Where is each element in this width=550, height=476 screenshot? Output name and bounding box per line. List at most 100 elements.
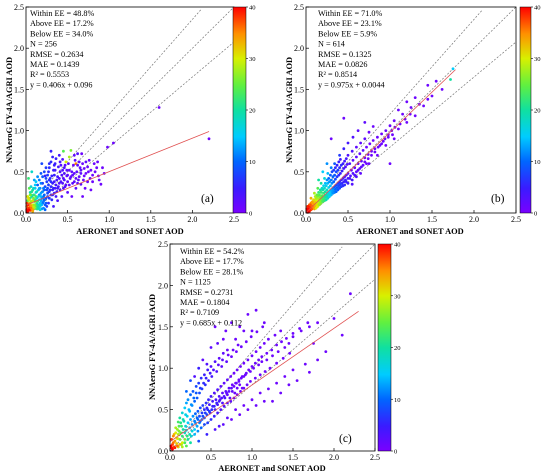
panel-c-point	[201, 404, 205, 407]
panel-c-point	[349, 292, 352, 296]
panel-c-point	[195, 424, 199, 428]
panel-c-point	[217, 395, 221, 398]
panel-b-point	[376, 145, 380, 149]
panel-c-point	[209, 395, 213, 398]
panel-c-point	[235, 381, 238, 385]
panel-a-point	[95, 166, 99, 170]
panel-b-point	[349, 174, 352, 178]
panel-a-point	[75, 170, 79, 174]
panel-c-point	[213, 325, 217, 329]
panel-a-point	[83, 186, 87, 190]
panel-a-colorbar-tick-label: 30	[249, 56, 256, 63]
panel-b-y-tick-label: 1.0	[294, 127, 304, 136]
panel-b-point	[401, 112, 404, 116]
panel-a-point	[87, 158, 91, 162]
panel-c-point	[186, 421, 190, 425]
panel-c-point	[285, 337, 288, 340]
panel-c-y-tick-label: 1.5	[158, 323, 168, 332]
panel-b-point	[309, 196, 313, 200]
panel-a-point	[82, 178, 85, 182]
panel-c-point	[220, 396, 224, 400]
panel-c-ee-upper-line	[169, 246, 343, 448]
panel-b-regression-line	[305, 69, 456, 213]
panel-b-point	[323, 177, 326, 180]
panel-b-x-tick-label: 2.0	[469, 215, 479, 224]
panel-a-point	[72, 153, 76, 157]
panel-a-point	[96, 160, 99, 164]
panel-c-point	[179, 421, 183, 425]
panel-a-point	[67, 183, 71, 187]
panel-c-point	[187, 408, 191, 411]
panel-a-point	[84, 160, 88, 164]
panel-a-point	[70, 170, 74, 174]
panel-c-point	[204, 401, 208, 405]
panel-c: 0.0 0.5 1.0 1.5 2.0 2.5 0.0 0.5 1.0 1.5 2.0 2.5 Wi…	[148, 240, 401, 473]
panel-b-colorbar: 0 10 20 30 40	[519, 5, 541, 218]
panel-a-point	[62, 186, 65, 190]
panel-c-point	[180, 424, 183, 428]
panel-b-stat-line: N = 614	[318, 40, 345, 49]
panel-b-point	[426, 97, 430, 101]
panel-a-point	[47, 190, 51, 194]
panel-c-point	[267, 387, 270, 391]
panel-c-point	[291, 368, 295, 372]
panel-a-point	[99, 182, 103, 186]
panel-c-point	[185, 390, 188, 393]
panel-b-point	[355, 145, 358, 149]
panel-c-point	[229, 375, 233, 378]
panel-c-x-tick-label: 1.5	[288, 453, 298, 462]
panel-c-point	[234, 408, 238, 411]
panel-c-point	[316, 358, 319, 362]
panel-c-point	[216, 342, 220, 345]
panel-b-point	[334, 166, 337, 170]
panel-c-x-tick-label: 1.0	[247, 453, 257, 462]
panel-a-colorbar-tick-label: 10	[249, 159, 256, 166]
panel-a-colorbar-bar	[232, 6, 247, 214]
panel-c-point	[242, 361, 246, 365]
panel-c-point	[242, 329, 246, 333]
panel-c-point	[210, 375, 214, 378]
panel-c-point	[185, 401, 188, 405]
panel-a-point	[50, 198, 54, 202]
panel-a-x-tick-label: 2.5	[229, 215, 239, 224]
panel-a-point	[66, 180, 69, 184]
panel-a-point	[67, 168, 71, 172]
panel-a-point	[79, 168, 83, 172]
panel-a-point	[60, 195, 64, 198]
panel-c-y-tick-label: 0.0	[158, 447, 168, 456]
panel-a-y-tick-label: 0.0	[14, 209, 24, 218]
panel-c-point	[178, 438, 182, 441]
panel-c-point	[249, 335, 253, 339]
panel-c-colorbar: 0 10 20 30 40	[377, 242, 401, 456]
panel-b-y-tick-label: 0.0	[294, 209, 304, 218]
panel-b-point	[310, 200, 314, 204]
panel-c-point	[181, 428, 185, 431]
panel-c-point	[198, 406, 202, 410]
panel-b-one-to-one-line	[305, 6, 517, 214]
panel-b-point	[363, 160, 367, 164]
panel-c-point	[238, 325, 242, 329]
panel-c-point	[198, 386, 202, 390]
panel-a-point	[42, 186, 45, 190]
panel-c-point	[220, 365, 224, 368]
panel-c-point	[194, 385, 198, 388]
panel-a-point	[39, 172, 43, 175]
panel-c-colorbar-tick-label: 30	[394, 293, 401, 300]
panel-b-point	[317, 178, 320, 182]
panel-c-point	[199, 376, 203, 380]
panel-c-point	[236, 343, 240, 347]
panel-c-point	[215, 370, 219, 373]
panel-c-point	[222, 404, 226, 408]
panel-a-point	[58, 188, 62, 192]
panel-a-point	[62, 166, 66, 170]
panel-c-point	[205, 362, 209, 366]
panel-b-point	[344, 180, 348, 184]
panel-c-point	[193, 428, 197, 431]
panel-b-x-tick-label: 0.0	[301, 215, 311, 224]
panel-a-point	[37, 178, 41, 182]
panel-b-point	[353, 173, 357, 177]
panel-b-point	[384, 144, 388, 147]
panel-c-point	[217, 424, 221, 428]
panel-a-point	[77, 160, 81, 164]
panel-b-point	[319, 191, 323, 194]
